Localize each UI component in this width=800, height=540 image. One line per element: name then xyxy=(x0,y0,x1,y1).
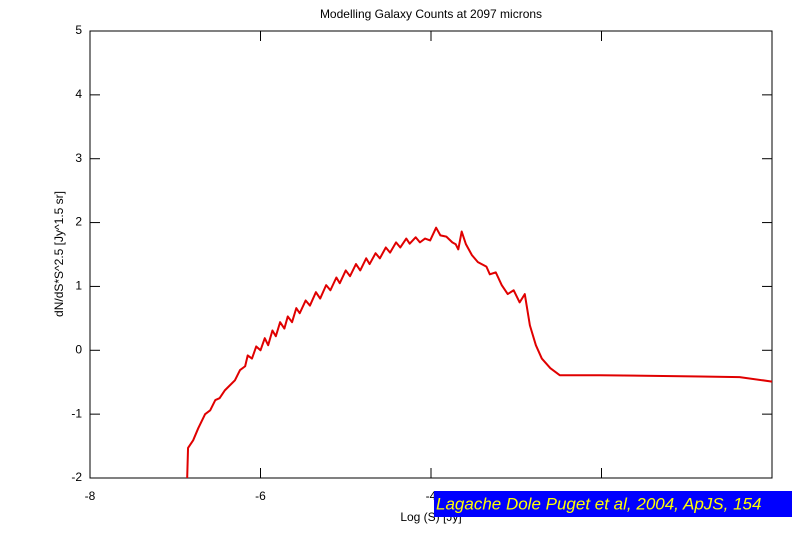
y-tick-label: 2 xyxy=(75,215,82,229)
plot-frame xyxy=(89,30,773,479)
y-tick-label: -2 xyxy=(71,470,82,484)
x-tick-label: -6 xyxy=(255,489,266,503)
y-axis-label: dN/dS*S^2.5 [Jy^1.5 sr] xyxy=(52,191,66,317)
y-tick-label: 1 xyxy=(75,279,82,293)
y-tick-label: 5 xyxy=(75,23,82,37)
chart-title: Modelling Galaxy Counts at 2097 microns xyxy=(320,7,542,21)
data-line xyxy=(186,226,773,479)
x-tick-label: -4 xyxy=(426,489,437,503)
y-tick-label: -1 xyxy=(71,406,82,420)
y-tick-label: 0 xyxy=(75,342,82,356)
y-tick-label: 4 xyxy=(75,87,82,101)
annotation: Lagache Dole Puget et al, 2004, ApJS, 15… xyxy=(436,494,761,513)
y-tick-label: 3 xyxy=(75,151,82,165)
x-tick-label: -8 xyxy=(85,489,96,503)
annotation-box xyxy=(434,491,792,517)
